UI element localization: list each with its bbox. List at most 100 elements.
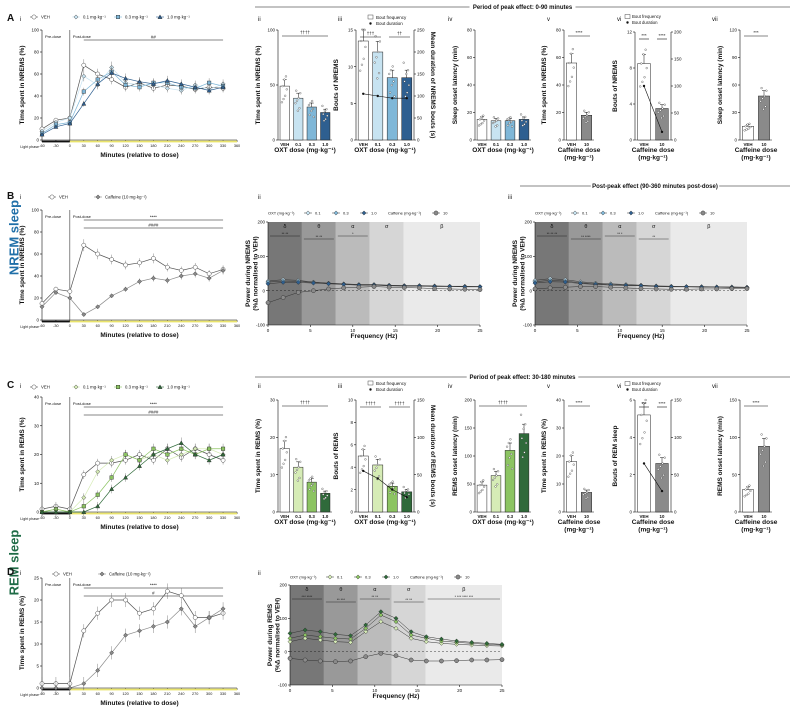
scatter-dot xyxy=(507,117,510,120)
data-point xyxy=(192,264,198,270)
data-point xyxy=(67,289,73,294)
panel-a-vii-label: vii xyxy=(712,17,718,23)
scatter-dot xyxy=(749,125,752,129)
chart-C-iii-ytick-label: 0 xyxy=(350,510,353,515)
chart-A-ii-ytick-label: 100 xyxy=(267,28,275,33)
scatter-dot xyxy=(325,108,328,111)
panel-a-iv-label: iv xyxy=(448,17,452,23)
data-point xyxy=(192,271,198,277)
scatter-dot xyxy=(311,482,315,486)
chart-C-iii-ytick-label: 4 xyxy=(350,465,353,470)
scatter-dot xyxy=(295,89,298,92)
panel-a-vi-label: vi xyxy=(617,17,621,23)
panel-c-ii-label: ii xyxy=(258,384,261,390)
frequency-band xyxy=(357,585,392,685)
spectrum-point xyxy=(454,658,459,663)
spectrum-point xyxy=(408,635,414,641)
sig-annotation: ** xyxy=(652,235,655,239)
scatter-dot xyxy=(584,121,588,124)
scatter-dot xyxy=(402,485,405,489)
scatter-dot xyxy=(375,466,378,469)
scatter-dot xyxy=(658,101,661,104)
spectrum-point xyxy=(348,633,353,639)
scatter-dot xyxy=(403,80,406,83)
duration-point xyxy=(391,488,394,491)
scatter-dot xyxy=(389,91,392,94)
frequency-band xyxy=(268,222,302,325)
scatter-dot xyxy=(326,494,329,497)
bar xyxy=(279,448,290,513)
chart-A-iii-ytick-label: 10 xyxy=(348,64,354,69)
category-label: 0.3 xyxy=(389,514,396,519)
post-dose-label: Post-dose xyxy=(73,34,92,39)
legend-label: 1.0 xyxy=(638,211,644,216)
spectrum-point xyxy=(326,286,331,292)
chart-D-i-xtick-label: 360 xyxy=(234,692,240,696)
scatter-dot xyxy=(660,476,663,480)
scatter-dot xyxy=(749,489,752,493)
chart-C-i-xtick-label: 180 xyxy=(150,516,156,520)
scatter-dot xyxy=(495,119,498,122)
data-point xyxy=(81,509,87,514)
data-point xyxy=(192,624,198,629)
data-point xyxy=(164,78,170,83)
chart-C-i-ytick-label: 10 xyxy=(34,481,40,486)
legend-label: VEH xyxy=(59,195,68,200)
scatter-dot xyxy=(406,69,410,72)
scatter-dot xyxy=(748,484,751,487)
bar xyxy=(518,433,530,513)
panel-d-ii-label: ii xyxy=(258,571,261,577)
spectrum-point xyxy=(547,285,553,291)
scatter-dot xyxy=(747,127,750,130)
data-point xyxy=(164,278,170,283)
spectrum-point xyxy=(439,658,444,664)
chart-C-vi-xlabel-line: (mg·kg⁻¹) xyxy=(638,526,667,533)
spectrum-point xyxy=(408,632,414,638)
data-point xyxy=(178,440,184,445)
band-label: α xyxy=(373,587,377,593)
scatter-dot xyxy=(645,419,648,422)
scatter-dot xyxy=(525,120,528,123)
sig-annotation: * xyxy=(352,232,354,236)
scatter-dot xyxy=(378,458,381,461)
chart-A-ii-ylabel: Time spent in NREMS (%) xyxy=(255,46,262,125)
spectrum-point xyxy=(333,639,338,645)
scatter-dot xyxy=(299,92,302,95)
scatter-dot xyxy=(309,101,312,105)
scatter-dot xyxy=(522,117,525,120)
scatter-dot xyxy=(567,85,570,88)
chart-C-i-xtick-label: 120 xyxy=(122,516,128,520)
data-point xyxy=(192,84,198,90)
scatter-dot xyxy=(743,495,746,498)
bar xyxy=(518,119,530,141)
legend-label: 0.3 xyxy=(610,211,616,216)
chart-A-iii-y2label: Mean duration of NREMS bouts (s) xyxy=(429,32,436,139)
chart-D-i-xtick-label: 210 xyxy=(164,692,170,696)
spectrum-point xyxy=(348,658,353,664)
chart-A-i-xtick-label: -30 xyxy=(53,144,59,148)
data-point xyxy=(95,610,101,616)
category-label: 1.0 xyxy=(322,514,329,519)
scatter-dot xyxy=(760,87,763,90)
y2tick-label: 150 xyxy=(417,398,425,403)
category-label: VEH xyxy=(280,142,289,147)
bar xyxy=(357,40,369,141)
y2tick-label: 100 xyxy=(417,435,425,440)
scatter-dot xyxy=(389,491,392,494)
scatter-dot xyxy=(374,455,377,458)
data-point xyxy=(137,79,142,84)
chart-C-i-xtick-label: -30 xyxy=(53,516,59,520)
series-line-2 xyxy=(41,448,224,513)
scatter-dot xyxy=(519,413,523,416)
spectrum-point xyxy=(311,280,316,286)
scatter-dot xyxy=(586,496,589,499)
chart-C-i-xtick-label: 270 xyxy=(192,516,198,520)
spectrum-point xyxy=(280,280,286,285)
series-line-1 xyxy=(41,66,224,132)
data-point xyxy=(81,504,86,509)
data-point xyxy=(39,304,45,310)
data-point xyxy=(206,615,212,620)
spectrum-point xyxy=(447,286,453,292)
chart-B-i-ytick-label: 40 xyxy=(34,274,40,279)
chart-A-iv-ytick-label: 20 xyxy=(467,110,473,115)
